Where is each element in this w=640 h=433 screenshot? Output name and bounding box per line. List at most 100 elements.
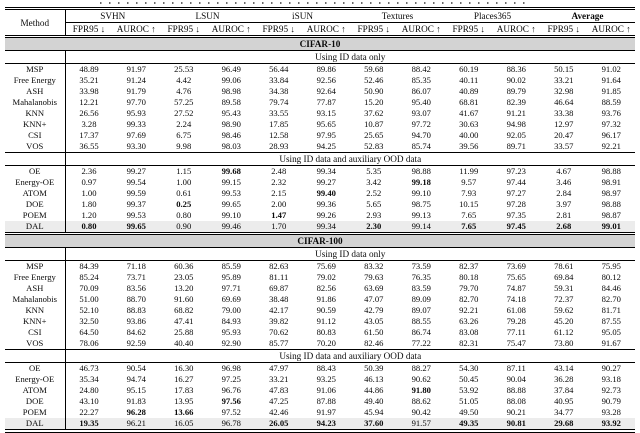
cell-vos-6: 52.83 [364, 141, 384, 151]
cell-oe-10: 43.14 [554, 363, 574, 373]
cell-knn--11: 97.32 [601, 119, 621, 129]
cell-knn--0: 32.50 [79, 316, 99, 326]
cell-ash-4: 69.87 [269, 283, 289, 293]
cell-dal-6: 37.60 [350, 418, 398, 431]
cell-poem-7: 90.42 [411, 407, 431, 417]
cell-mahalanobis-7: 95.40 [411, 97, 431, 107]
row-cifar-10-knn: KNN 26.56 95.93 27.52 95.43 33.55 93.15 37.62 93… [5, 108, 635, 119]
cell-dal-1: 96.21 [112, 418, 160, 431]
cell-knn--8: 30.63 [459, 119, 479, 129]
cell-knn-9: 91.21 [506, 108, 526, 118]
col-places365-auroc: AUROC ↑ [492, 22, 540, 38]
cell-doe-6: 5.65 [366, 199, 382, 209]
cell-csi-6: 25.65 [364, 130, 384, 140]
cell-poem-10: 2.81 [556, 210, 572, 220]
cell-mahalanobis-10: 72.37 [554, 294, 574, 304]
cell-dal-4: 26.05 [255, 418, 303, 431]
cell-csi-7: 94.70 [411, 130, 431, 140]
cell-poem-3: 97.52 [221, 407, 241, 417]
cell-ash-8: 40.89 [459, 86, 479, 96]
cell-poem-11: 93.28 [601, 407, 621, 417]
cell-mahalanobis-2: 91.60 [174, 294, 194, 304]
col-lsun-auroc: AUROC ↑ [207, 22, 255, 38]
cell-knn-11: 93.76 [601, 108, 621, 118]
cell-atom-2: 17.83 [174, 385, 194, 395]
cell-poem-10: 34.77 [554, 407, 574, 417]
cell-atom-6: 2.52 [366, 188, 382, 198]
cell-ash-2: 4.76 [176, 86, 192, 96]
cell-mahalanobis-7: 89.09 [411, 294, 431, 304]
method-name: DAL [5, 418, 66, 431]
cell-knn--5: 91.12 [316, 316, 336, 326]
cell-poem-2: 0.80 [176, 210, 192, 220]
cell-csi-5: 80.83 [316, 327, 336, 337]
cell-vos-11: 91.67 [601, 338, 621, 348]
cell-poem-2: 13.66 [174, 407, 194, 417]
cell-knn--10: 45.20 [554, 316, 574, 326]
cell-mahalanobis-3: 69.69 [221, 294, 241, 304]
row-cifar-10-free-energy: Free Energy 35.21 91.24 4.42 99.06 33.84 92.56… [5, 75, 635, 86]
cell-poem-8: 49.50 [459, 407, 479, 417]
cell-knn-0: 26.56 [79, 108, 99, 118]
method-name: KNN+ [5, 119, 66, 130]
row-cifar-10-atom: ATOM 1.00 99.59 0.61 99.53 2.15 99.40 2.52 99.10… [5, 188, 635, 199]
method-name: Free Energy [5, 272, 66, 283]
method-name: Energy-OE [5, 177, 66, 188]
cell-poem-3: 99.10 [221, 210, 241, 220]
cell-msp-2: 25.53 [174, 64, 194, 74]
cell-msp-3: 96.49 [221, 64, 241, 74]
cell-msp-10: 50.15 [554, 64, 574, 74]
cell-doe-2: 0.25 [176, 199, 192, 209]
table-body: CIFAR-10 Using ID data only MSP 48.89 91.97 2… [5, 36, 635, 431]
row-cifar-100-doe: DOE 43.10 91.83 13.95 97.56 47.25 87.88 49.40 88… [5, 396, 635, 407]
cell-free-energy-10: 33.21 [554, 75, 574, 85]
row-cifar-10-vos: VOS 36.55 93.30 9.98 98.03 28.93 94.25 52.83 85.… [5, 141, 635, 153]
method-name: VOS [5, 141, 66, 153]
cell-dal-2: 16.05 [160, 418, 208, 431]
cell-ash-10: 59.31 [554, 283, 574, 293]
cell-energy-oe-5: 99.27 [316, 177, 336, 187]
cell-oe-4: 2.48 [271, 166, 287, 176]
cell-energy-oe-0: 0.97 [81, 177, 97, 187]
cell-oe-8: 54.30 [459, 363, 479, 373]
cell-csi-3: 98.46 [221, 130, 241, 140]
cell-doe-10: 40.95 [554, 396, 574, 406]
cell-ash-5: 82.56 [316, 283, 336, 293]
cell-vos-4: 28.93 [269, 141, 289, 151]
cell-dal-10: 29.68 [540, 418, 588, 431]
subsection-label-spacer [5, 152, 66, 166]
cell-msp-5: 75.69 [316, 261, 336, 271]
cell-csi-2: 25.88 [174, 327, 194, 337]
cell-msp-1: 91.97 [126, 64, 146, 74]
subsection-label: Using ID data only [65, 50, 635, 64]
row-cifar-100-knn-: KNN+ 32.50 93.86 47.41 84.93 39.82 91.12 43.05 8… [5, 316, 635, 327]
cell-dal-9: 97.45 [492, 221, 540, 235]
cell-msp-6: 83.32 [364, 261, 384, 271]
method-name: CSI [5, 130, 66, 141]
ood-benchmark-table: Method SVHN LSUN iSUN Textures Places365 Aver… [5, 7, 635, 433]
col-textures-fpr: FPR95 ↓ [350, 22, 398, 38]
subsection-label: Using ID data and auxiliary OOD data [65, 152, 635, 166]
cell-vos-10: 73.80 [554, 338, 574, 348]
cell-csi-11: 95.05 [601, 327, 621, 337]
cell-dal-11: 93.92 [587, 418, 635, 431]
cell-free-energy-6: 52.46 [364, 75, 384, 85]
cell-atom-5: 91.06 [316, 385, 336, 395]
cell-csi-2: 6.75 [176, 130, 192, 140]
cell-msp-2: 60.36 [174, 261, 194, 271]
cell-mahalanobis-8: 68.81 [459, 97, 479, 107]
cell-energy-oe-8: 9.57 [461, 177, 477, 187]
cell-knn-3: 95.43 [221, 108, 241, 118]
cell-atom-0: 24.80 [79, 385, 99, 395]
cell-csi-1: 97.69 [126, 130, 146, 140]
row-cifar-100-msp: MSP 84.39 71.18 60.36 85.59 82.63 75.69 83.32 73… [5, 260, 635, 272]
cell-knn-6: 42.79 [364, 305, 384, 315]
cell-oe-0: 46.73 [79, 363, 99, 373]
cell-oe-7: 88.27 [411, 363, 431, 373]
cell-msp-5: 89.86 [316, 64, 336, 74]
cell-dal-3: 96.78 [207, 418, 255, 431]
cell-poem-11: 98.87 [601, 210, 621, 220]
row-cifar-100-dal: DAL 19.35 96.21 16.05 96.78 26.05 94.23 37.60 91… [5, 418, 635, 431]
cell-oe-5: 99.34 [316, 166, 336, 176]
cell-doe-10: 3.97 [556, 199, 572, 209]
